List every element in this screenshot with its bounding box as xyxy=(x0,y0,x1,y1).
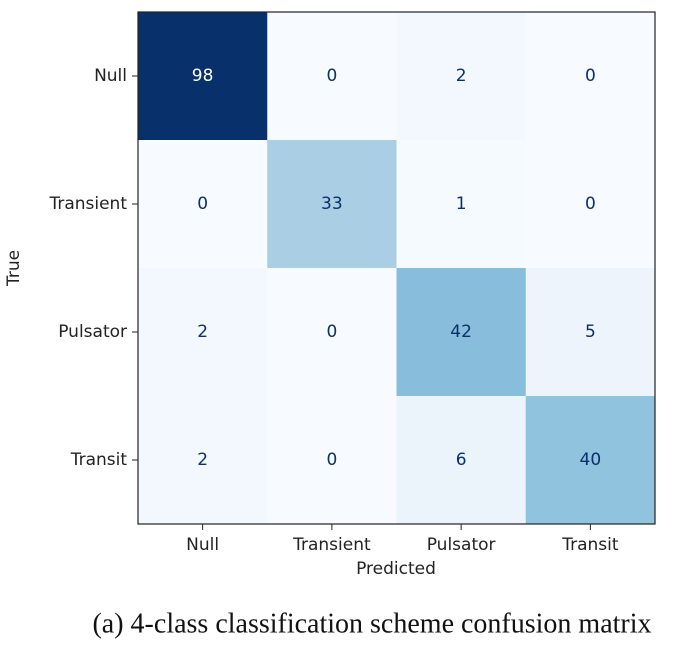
cell-label: 5 xyxy=(585,322,596,342)
cell-label: 0 xyxy=(585,194,596,214)
heatmap-cell xyxy=(138,140,268,269)
y-tick-label: Transient xyxy=(48,194,127,214)
y-axis-label: True xyxy=(4,250,24,287)
caption: (a) 4-class classification scheme confus… xyxy=(92,608,651,639)
y-tick-label: Null xyxy=(94,66,127,86)
heatmap-cell xyxy=(138,396,268,525)
heatmap-cell xyxy=(525,140,656,269)
heatmap-cell xyxy=(525,12,656,141)
x-tick-label: Transit xyxy=(561,535,619,555)
cell-label: 0 xyxy=(326,322,337,342)
heatmap-cell xyxy=(267,140,397,269)
cell-label: 40 xyxy=(580,450,602,470)
cell-label: 0 xyxy=(326,66,337,86)
cell-label: 2 xyxy=(197,322,208,342)
heatmap-cell xyxy=(396,12,527,141)
plot-frame xyxy=(137,11,656,525)
x-axis-label: Predicted xyxy=(356,559,436,579)
x-tick-label: Null xyxy=(186,535,219,555)
y-tick-label: Pulsator xyxy=(58,322,127,342)
cell-label: 98 xyxy=(192,66,214,86)
cell-label: 2 xyxy=(197,450,208,470)
cell-label: 0 xyxy=(585,66,596,86)
cell-label: 0 xyxy=(197,194,208,214)
heatmap-cell xyxy=(525,268,656,397)
heatmap-cell xyxy=(138,268,268,397)
cell-label: 42 xyxy=(450,322,472,342)
cell-label: 0 xyxy=(326,450,337,470)
x-tick-label: Transient xyxy=(292,535,371,555)
heatmap-cell xyxy=(267,12,397,141)
heatmap-cell xyxy=(525,396,656,525)
x-tick-label: Pulsator xyxy=(427,535,496,555)
cell-label: 2 xyxy=(456,66,467,86)
y-tick-label: Transit xyxy=(70,450,128,470)
cell-label: 6 xyxy=(456,450,467,470)
cell-label: 33 xyxy=(321,194,343,214)
heatmap-cell xyxy=(396,268,527,397)
heatmap-cell xyxy=(396,396,527,525)
heatmap-cell xyxy=(267,396,397,525)
cell-label: 1 xyxy=(456,194,467,214)
heatmap-cell xyxy=(396,140,527,269)
heatmap-cell xyxy=(138,12,268,141)
heatmap-cell xyxy=(267,268,397,397)
